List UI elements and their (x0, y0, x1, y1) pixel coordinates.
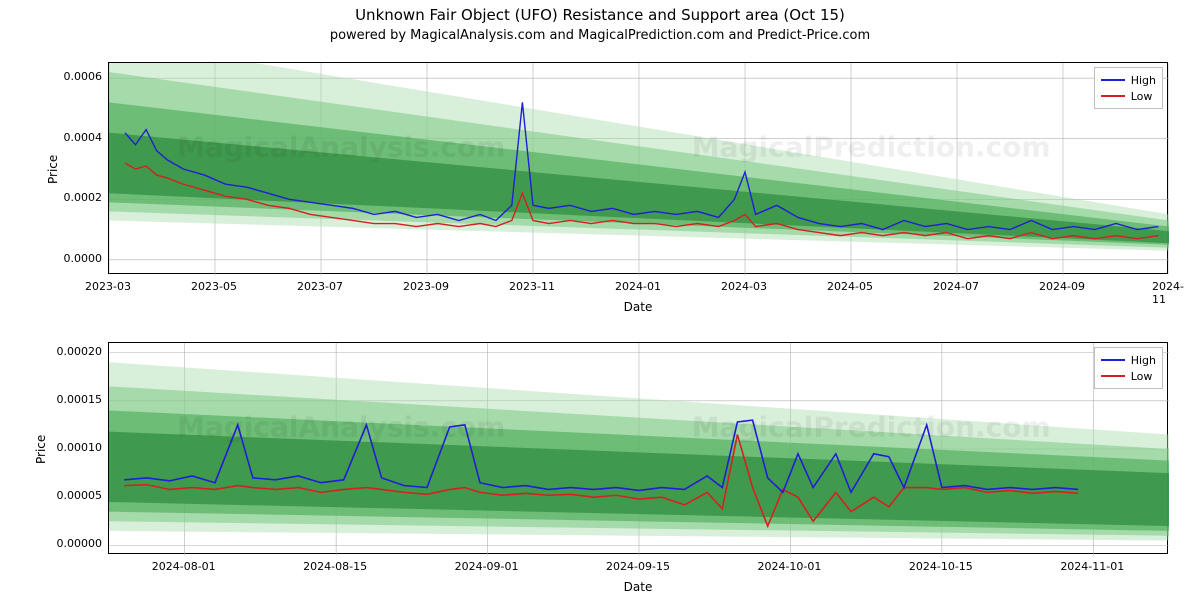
xtick-label: 2023-05 (191, 280, 237, 293)
top-chart: High Low (108, 62, 1168, 274)
xtick-label: 2024-09 (1039, 280, 1085, 293)
xtick-label: 2024-09-15 (606, 560, 670, 573)
chart-title: Unknown Fair Object (UFO) Resistance and… (0, 6, 1200, 24)
legend-high-line (1101, 359, 1125, 361)
xtick-label: 2024-08-15 (303, 560, 367, 573)
ytick-label: 0.00020 (57, 345, 103, 358)
xtick-label: 2024-03 (721, 280, 767, 293)
chart-subtitle: powered by MagicalAnalysis.com and Magic… (0, 28, 1200, 43)
xtick-label: 2024-10-01 (757, 560, 821, 573)
ytick-label: 0.0006 (64, 70, 103, 83)
top-chart-xlabel: Date (624, 300, 653, 314)
bottom-chart-xlabel: Date (624, 580, 653, 594)
xtick-label: 2024-01 (615, 280, 661, 293)
legend-low-label: Low (1131, 370, 1153, 383)
ytick-label: 0.00000 (57, 537, 103, 550)
legend: High Low (1094, 67, 1163, 109)
xtick-label: 2024-07 (933, 280, 979, 293)
bottom-chart-svg (109, 343, 1169, 555)
bottom-chart: High Low (108, 342, 1168, 554)
top-chart-ylabel: Price (46, 155, 60, 184)
legend-low-line (1101, 375, 1125, 377)
ytick-label: 0.0004 (64, 131, 103, 144)
xtick-label: 2023-07 (297, 280, 343, 293)
legend-high-line (1101, 79, 1125, 81)
xtick-label: 2024-05 (827, 280, 873, 293)
ytick-label: 0.00015 (57, 393, 103, 406)
xtick-label: 2024-10-15 (909, 560, 973, 573)
xtick-label: 2023-11 (509, 280, 555, 293)
xtick-label: 2024-09-01 (455, 560, 519, 573)
xtick-label: 2024-11 (1152, 280, 1184, 306)
bottom-chart-ylabel: Price (34, 435, 48, 464)
xtick-label: 2023-03 (85, 280, 131, 293)
legend-low-label: Low (1131, 90, 1153, 103)
ytick-label: 0.00005 (57, 489, 103, 502)
ytick-label: 0.0000 (64, 252, 103, 265)
ytick-label: 0.0002 (64, 191, 103, 204)
legend-low-line (1101, 95, 1125, 97)
xtick-label: 2023-09 (403, 280, 449, 293)
top-chart-svg (109, 63, 1169, 275)
xtick-label: 2024-08-01 (152, 560, 216, 573)
xtick-label: 2024-11-01 (1060, 560, 1124, 573)
legend-high-label: High (1131, 74, 1156, 87)
legend: High Low (1094, 347, 1163, 389)
legend-high-label: High (1131, 354, 1156, 367)
ytick-label: 0.00010 (57, 441, 103, 454)
